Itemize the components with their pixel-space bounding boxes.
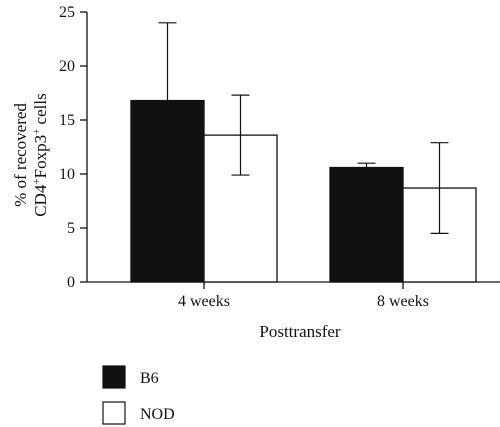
y-tick-label-5: 25 — [59, 4, 75, 21]
y-tick-label-0: 0 — [67, 274, 75, 291]
y-axis: 0 5 10 15 20 25 — [59, 4, 88, 291]
bars — [130, 99, 477, 283]
legend-label-nod: NOD — [140, 406, 175, 423]
x-tick-label-1: 8 weeks — [377, 293, 429, 310]
y-tick-label-1: 5 — [67, 220, 75, 237]
legend-label-b6: B6 — [140, 370, 159, 387]
y-tick-label-3: 15 — [59, 112, 75, 129]
y-axis-title-line2: CD4+Foxp3+ cells — [31, 93, 50, 216]
legend: B6 NOD — [102, 365, 175, 425]
y-title-cd4: CD4 — [31, 184, 50, 217]
x-axis-title: Posttransfer — [259, 322, 341, 341]
y-title-foxp3: Foxp3 — [31, 135, 50, 178]
y-axis-title: % of recovered CD4+Foxp3+ cells — [11, 93, 50, 216]
y-tick-label-4: 20 — [59, 58, 75, 75]
y-title-sup2: + — [31, 129, 43, 135]
bar-b6-1 — [329, 166, 404, 283]
y-title-cells: cells — [31, 93, 50, 128]
x-axis: 4 weeks 8 weeks — [87, 281, 500, 310]
legend-swatch-nod — [102, 401, 126, 425]
legend-swatch-b6 — [102, 365, 126, 389]
bar-nod-1 — [402, 187, 477, 283]
y-tick-label-2: 10 — [59, 166, 75, 183]
y-title-sup1: + — [31, 178, 43, 184]
error-bars — [158, 22, 449, 234]
y-axis-title-line1: % of recovered — [11, 103, 30, 207]
x-tick-label-0: 4 weeks — [178, 293, 230, 310]
